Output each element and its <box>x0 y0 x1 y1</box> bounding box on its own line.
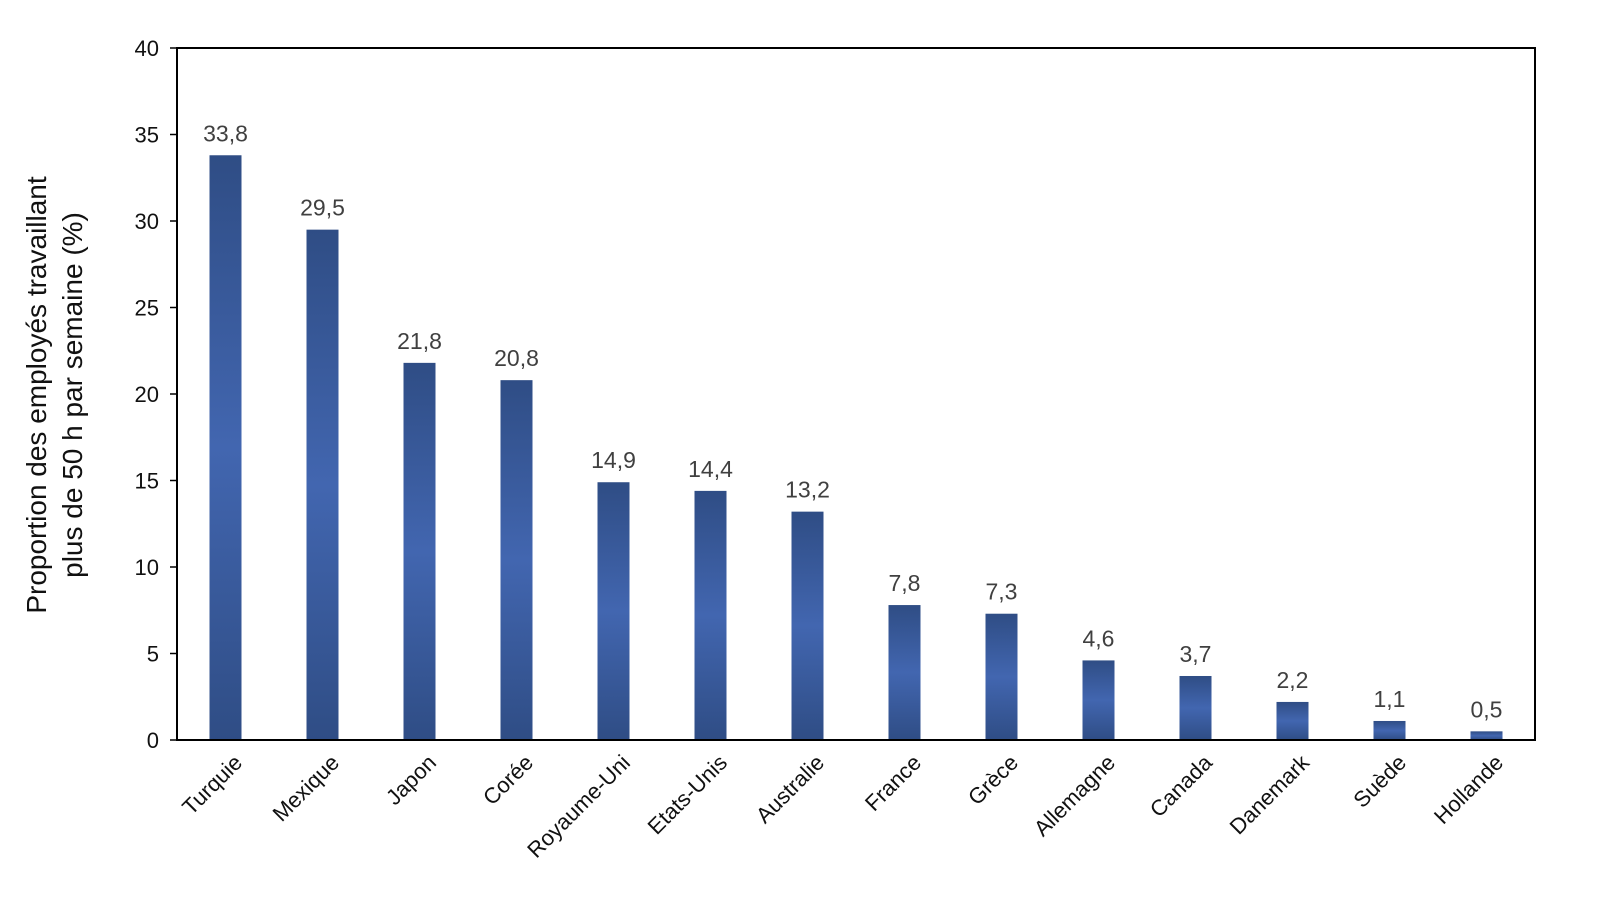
category-label: Australie <box>751 750 829 828</box>
data-label: 14,9 <box>591 447 636 473</box>
data-label: 13,2 <box>785 477 830 503</box>
data-label: 29,5 <box>300 195 345 221</box>
y-tick-label: 40 <box>135 36 159 61</box>
y-axis-ticks: 0 5 10 15 20 25 30 35 40 <box>135 36 177 753</box>
y-tick-label: 30 <box>135 209 159 234</box>
data-label: 0,5 <box>1471 696 1503 722</box>
bar-allemagne <box>1082 660 1115 740</box>
category-label: Japon <box>381 750 441 810</box>
data-label: 7,3 <box>986 579 1018 605</box>
y-axis-title-line-1: Proportion des employés travaillant <box>21 176 52 614</box>
bar-mexique <box>306 229 339 740</box>
data-label: 1,1 <box>1374 686 1406 712</box>
category-label: Turquie <box>177 750 247 820</box>
category-label: Suède <box>1348 750 1411 813</box>
data-label: 20,8 <box>494 345 539 371</box>
category-label: Danemark <box>1225 749 1315 839</box>
data-label: 14,4 <box>688 456 733 482</box>
y-tick-label: 20 <box>135 382 159 407</box>
y-tick-label: 35 <box>135 123 159 148</box>
category-label: Royaume-Uni <box>522 750 635 863</box>
y-axis-title-line-2: plus de 50 h par semaine (%) <box>57 212 88 578</box>
y-tick-label: 15 <box>135 469 159 494</box>
bar-japon <box>403 362 436 740</box>
plot-area-frame <box>176 47 1536 741</box>
category-label: Allemagne <box>1029 750 1120 841</box>
category-label: France <box>860 750 926 816</box>
bar-royaume-uni <box>597 482 630 740</box>
y-tick-label: 0 <box>147 728 159 753</box>
category-label: Hollande <box>1429 750 1508 829</box>
bar-grèce <box>985 613 1018 740</box>
bar-hollande <box>1470 731 1503 740</box>
y-tick-label: 5 <box>147 642 159 667</box>
data-label: 21,8 <box>397 328 442 354</box>
data-label: 2,2 <box>1277 667 1309 693</box>
data-label: 3,7 <box>1180 641 1212 667</box>
category-label: Mexique <box>268 750 344 826</box>
bar-turquie <box>209 155 242 740</box>
bar-suède <box>1373 720 1406 740</box>
category-label: Grèce <box>963 750 1023 810</box>
category-label: Corée <box>478 750 538 810</box>
bar-danemark <box>1276 701 1309 740</box>
data-labels: 33,8 29,5 21,8 20,8 14,9 14,4 13,2 7,8 7,3 4,6 3,7… <box>203 120 1502 722</box>
data-label: 4,6 <box>1083 625 1115 651</box>
bar-canada <box>1179 675 1212 740</box>
bar-france <box>888 605 921 740</box>
bar-corée <box>500 380 533 740</box>
y-tick-label: 10 <box>135 555 159 580</box>
y-tick-label: 25 <box>135 296 159 321</box>
category-label: Etats-Unis <box>643 750 732 839</box>
bar-australie <box>791 511 824 740</box>
data-label: 33,8 <box>203 120 248 146</box>
bar-etats-unis <box>694 490 727 740</box>
bars <box>209 155 1503 740</box>
y-axis-title: Proportion des employés travaillant plus… <box>21 176 88 614</box>
category-label: Canada <box>1145 749 1218 822</box>
data-label: 7,8 <box>889 570 921 596</box>
